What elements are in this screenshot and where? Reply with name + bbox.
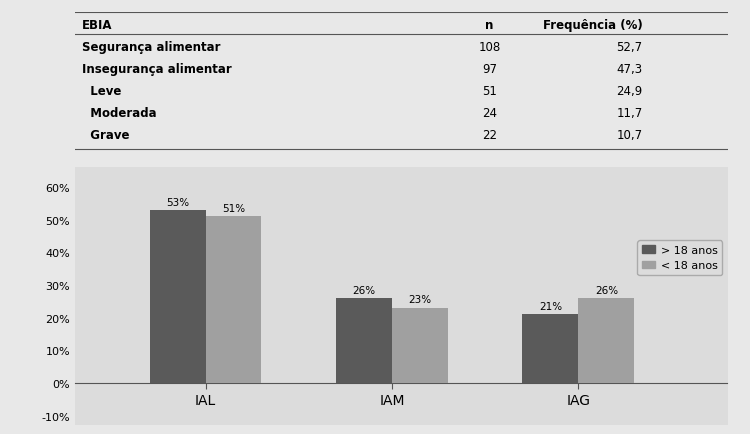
Text: n: n xyxy=(485,19,494,32)
Text: Leve: Leve xyxy=(82,85,121,98)
Text: 22: 22 xyxy=(482,129,496,142)
Text: 21%: 21% xyxy=(538,301,562,311)
Text: Moderada: Moderada xyxy=(82,107,156,120)
Text: Frequência (%): Frequência (%) xyxy=(543,19,643,32)
Legend: > 18 anos, < 18 anos: > 18 anos, < 18 anos xyxy=(638,241,722,275)
Text: 23%: 23% xyxy=(408,295,431,305)
Bar xyxy=(336,298,392,383)
Text: Grave: Grave xyxy=(82,129,129,142)
Text: 51: 51 xyxy=(482,85,496,98)
Bar xyxy=(578,298,634,383)
Text: EBIA: EBIA xyxy=(82,19,112,32)
Text: 26%: 26% xyxy=(352,285,376,295)
Bar xyxy=(523,315,578,383)
Text: 51%: 51% xyxy=(222,204,245,214)
Text: 52,7: 52,7 xyxy=(616,41,643,54)
Text: Segurança alimentar: Segurança alimentar xyxy=(82,41,220,54)
Text: 97: 97 xyxy=(482,63,496,76)
Text: 47,3: 47,3 xyxy=(616,63,643,76)
Text: 24: 24 xyxy=(482,107,496,120)
Text: 53%: 53% xyxy=(166,197,189,207)
Bar xyxy=(206,217,262,383)
Text: 11,7: 11,7 xyxy=(616,107,643,120)
Text: 10,7: 10,7 xyxy=(616,129,643,142)
Text: 108: 108 xyxy=(478,41,500,54)
Text: 24,9: 24,9 xyxy=(616,85,643,98)
Text: Insegurança alimentar: Insegurança alimentar xyxy=(82,63,231,76)
Bar xyxy=(392,308,448,383)
Text: 26%: 26% xyxy=(595,285,618,295)
Bar xyxy=(149,210,206,383)
